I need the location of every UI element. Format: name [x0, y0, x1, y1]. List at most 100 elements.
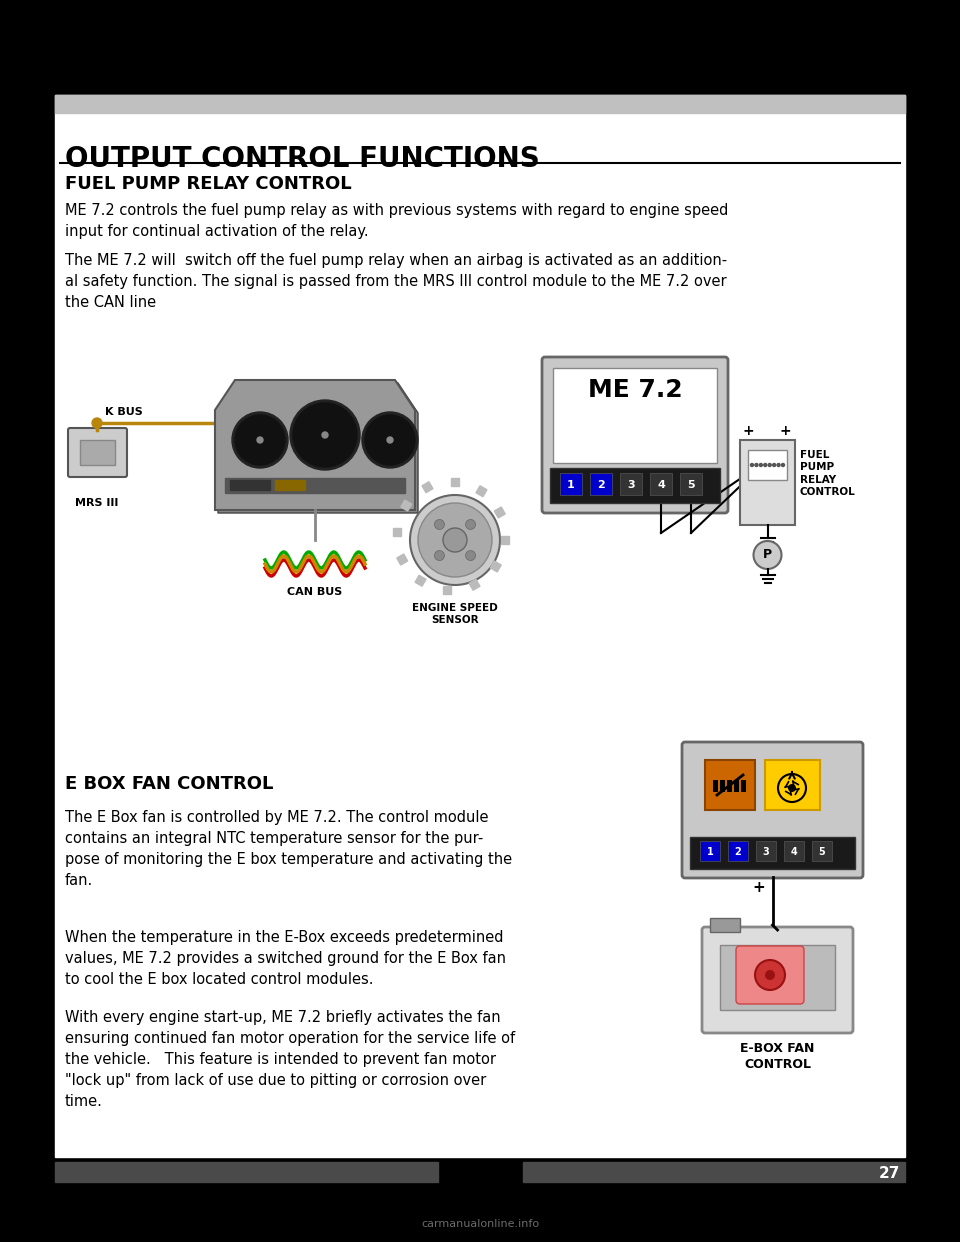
Bar	[522, 1163, 905, 1182]
Circle shape	[755, 960, 785, 990]
Circle shape	[293, 402, 357, 467]
Bar	[501, 537, 509, 544]
FancyBboxPatch shape	[736, 946, 804, 1004]
Circle shape	[418, 503, 492, 578]
Bar	[415, 575, 426, 586]
Text: FUEL
PUMP
RELAY
CONTROL: FUEL PUMP RELAY CONTROL	[800, 450, 855, 497]
Text: +: +	[753, 881, 765, 895]
Bar	[422, 482, 433, 493]
Text: 4: 4	[791, 847, 798, 857]
Text: ME 7.2 controls the fuel pump relay as with previous systems with regard to engi: ME 7.2 controls the fuel pump relay as w…	[65, 202, 729, 238]
Bar	[469, 579, 480, 590]
Text: 1: 1	[707, 847, 713, 857]
Circle shape	[773, 463, 776, 467]
Bar	[650, 473, 672, 496]
Circle shape	[466, 519, 475, 529]
Bar	[741, 780, 746, 792]
Circle shape	[751, 463, 754, 467]
FancyBboxPatch shape	[68, 428, 127, 477]
Text: E BOX FAN CONTROL: E BOX FAN CONTROL	[65, 775, 274, 792]
Bar	[393, 528, 401, 537]
Text: +: +	[780, 424, 791, 438]
Text: carmanualonline.info: carmanualonline.info	[420, 1218, 540, 1230]
Bar	[275, 479, 305, 491]
Bar	[396, 554, 408, 565]
Bar	[230, 479, 270, 491]
Text: When the temperature in the E-Box exceeds predetermined
values, ME 7.2 provides : When the temperature in the E-Box exceed…	[65, 930, 506, 987]
Text: The E Box fan is controlled by ME 7.2. The control module
contains an integral N: The E Box fan is controlled by ME 7.2. T…	[65, 810, 512, 888]
Circle shape	[235, 415, 285, 465]
Bar	[728, 841, 748, 861]
FancyBboxPatch shape	[542, 356, 728, 513]
Circle shape	[322, 432, 328, 438]
Text: With every engine start-up, ME 7.2 briefly activates the fan
ensuring continued : With every engine start-up, ME 7.2 brief…	[65, 1010, 516, 1109]
Bar	[443, 586, 451, 594]
Bar	[55, 1163, 438, 1182]
Bar	[494, 507, 505, 518]
Bar	[784, 841, 804, 861]
Bar	[620, 473, 642, 496]
Polygon shape	[215, 380, 415, 510]
Circle shape	[387, 437, 393, 443]
Text: 3: 3	[762, 847, 769, 857]
Circle shape	[290, 400, 360, 469]
Bar	[713, 780, 718, 792]
Bar	[553, 368, 717, 463]
Text: 4: 4	[657, 479, 665, 491]
Circle shape	[765, 970, 775, 980]
FancyBboxPatch shape	[702, 927, 853, 1033]
Circle shape	[435, 550, 444, 560]
Text: E-BOX FAN
CONTROL: E-BOX FAN CONTROL	[740, 1042, 815, 1071]
Text: 3: 3	[627, 479, 635, 491]
Bar	[812, 841, 832, 861]
Bar	[550, 468, 720, 503]
Text: ME 7.2: ME 7.2	[588, 378, 683, 402]
Text: 5: 5	[687, 479, 695, 491]
Text: ENGINE SPEED
SENSOR: ENGINE SPEED SENSOR	[412, 604, 498, 626]
Circle shape	[755, 463, 758, 467]
Circle shape	[365, 415, 415, 465]
Text: OUTPUT CONTROL FUNCTIONS: OUTPUT CONTROL FUNCTIONS	[65, 145, 540, 173]
Circle shape	[768, 463, 771, 467]
Circle shape	[759, 463, 762, 467]
Text: P: P	[763, 549, 772, 561]
Text: 1: 1	[567, 479, 575, 491]
Circle shape	[92, 419, 102, 428]
Circle shape	[781, 463, 784, 467]
Bar	[560, 473, 582, 496]
Circle shape	[257, 437, 263, 443]
Text: CAN BUS: CAN BUS	[287, 587, 343, 597]
Circle shape	[778, 774, 806, 802]
Bar	[476, 486, 487, 497]
Bar	[225, 478, 405, 493]
Bar	[705, 760, 755, 810]
Bar	[720, 780, 725, 792]
Bar	[690, 837, 855, 869]
Bar	[710, 918, 740, 932]
Text: +: +	[742, 424, 754, 438]
Circle shape	[466, 550, 475, 560]
Bar	[400, 501, 412, 510]
Bar	[55, 94, 905, 1158]
Bar	[451, 478, 459, 486]
Bar	[727, 780, 732, 792]
Circle shape	[232, 412, 288, 468]
Bar	[700, 841, 720, 861]
Bar	[734, 780, 739, 792]
Circle shape	[764, 463, 767, 467]
Bar	[680, 473, 702, 496]
Bar	[748, 450, 787, 479]
Text: 2: 2	[734, 847, 741, 857]
Bar	[491, 561, 501, 571]
Circle shape	[754, 542, 781, 569]
Circle shape	[435, 519, 444, 529]
Circle shape	[443, 528, 467, 551]
Text: 5: 5	[819, 847, 826, 857]
Text: 27: 27	[878, 1165, 900, 1180]
Circle shape	[788, 784, 796, 792]
Circle shape	[410, 496, 500, 585]
Text: K BUS: K BUS	[105, 407, 143, 417]
Text: FUEL PUMP RELAY CONTROL: FUEL PUMP RELAY CONTROL	[65, 175, 351, 193]
Polygon shape	[218, 383, 418, 513]
Bar	[756, 841, 776, 861]
